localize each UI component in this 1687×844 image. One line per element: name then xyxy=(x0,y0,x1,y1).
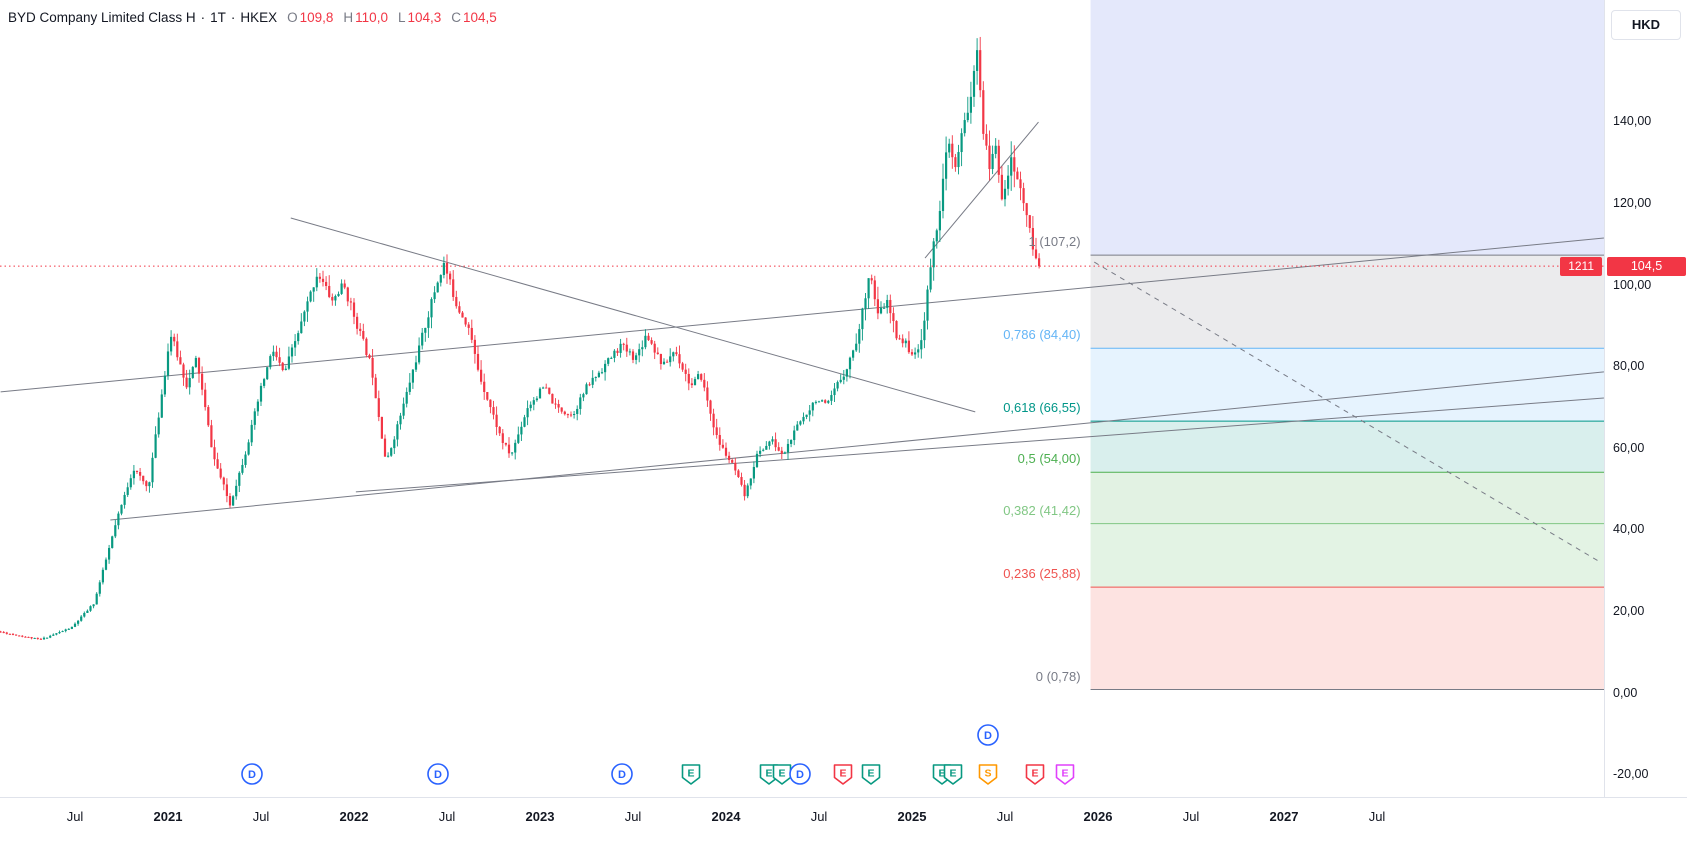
svg-text:D: D xyxy=(248,769,256,781)
high-label: H xyxy=(343,10,354,25)
price-axis-label: 80,00 xyxy=(1613,359,1645,374)
time-axis[interactable]: Jul 2021 Jul 2022 Jul 2023 Jul 2024 Jul 2025 Jul 20… xyxy=(0,797,1687,844)
fib-bands xyxy=(1090,0,1604,690)
fib-level-label: 0,5 (54,00) xyxy=(1017,451,1081,467)
low-label: L xyxy=(397,10,406,25)
symbol-name[interactable]: BYD Company Limited Class H xyxy=(8,10,196,25)
high-value: 110,0 xyxy=(355,10,388,25)
price-chart-pane[interactable]: BYD Company Limited Class H · 1T · HKEX O 109,… xyxy=(0,0,1604,797)
earnings-marker-icon[interactable]: E xyxy=(859,762,883,786)
time-axis-label: 2022 xyxy=(339,809,369,824)
time-axis-label: Jul xyxy=(66,809,84,824)
earnings-neg-marker-icon[interactable]: E xyxy=(831,762,855,786)
price-axis[interactable]: HKD 104,5 140,00 120,00 100,00 80,00 60,00 40… xyxy=(1604,0,1687,797)
svg-text:E: E xyxy=(949,768,956,780)
fib-level-label: 1 (107,2) xyxy=(1028,234,1081,250)
time-axis-label: 2023 xyxy=(525,809,555,824)
trendlines xyxy=(0,121,1604,563)
dividend-marker-icon[interactable]: D xyxy=(976,723,1000,747)
ohlc-values: O 109,8 H 110,0 L 104,3 C 104,5 xyxy=(277,10,497,25)
low-value: 104,3 xyxy=(407,10,442,25)
exchange-name[interactable]: HKEX xyxy=(240,10,278,25)
time-axis-label: Jul xyxy=(1368,809,1386,824)
time-axis-label: 2026 xyxy=(1083,809,1113,824)
legend-separator: · xyxy=(200,10,206,25)
last-price-badge: 104,5 xyxy=(1607,256,1686,276)
earnings-marker-icon[interactable]: E xyxy=(770,762,794,786)
earnings-marker-icon[interactable]: E xyxy=(679,762,703,786)
time-axis-label: Jul xyxy=(624,809,642,824)
symbol-legend: BYD Company Limited Class H · 1T · HKEX O 109,… xyxy=(8,10,497,25)
close-value: 104,5 xyxy=(463,10,497,25)
time-axis-label: 2021 xyxy=(153,809,183,824)
svg-text:E: E xyxy=(868,768,875,780)
svg-text:S: S xyxy=(985,768,992,780)
price-axis-label: 100,00 xyxy=(1613,277,1652,292)
svg-text:E: E xyxy=(687,768,694,780)
svg-text:E: E xyxy=(765,768,772,780)
svg-text:E: E xyxy=(938,768,945,780)
earnings-est-marker-icon[interactable]: E xyxy=(1053,762,1077,786)
fib-level-label: 0,786 (84,40) xyxy=(1003,327,1081,343)
svg-text:E: E xyxy=(778,768,785,780)
fib-level-label: 0,236 (25,88) xyxy=(1003,566,1081,582)
price-axis-label: 120,00 xyxy=(1613,195,1652,210)
svg-text:D: D xyxy=(984,730,992,742)
svg-text:E: E xyxy=(840,768,847,780)
fib-level-label: 0,382 (41,42) xyxy=(1003,502,1081,518)
svg-text:E: E xyxy=(1061,768,1068,780)
open-value: 109,8 xyxy=(299,10,334,25)
time-axis-label: 2025 xyxy=(897,809,927,824)
fib-level-label: 0,618 (66,55) xyxy=(1003,400,1081,416)
price-axis-label: 40,00 xyxy=(1613,522,1645,537)
fib-level-label: 0 (0,78) xyxy=(1035,668,1081,684)
svg-text:D: D xyxy=(796,769,804,781)
dividend-marker-icon[interactable]: D xyxy=(788,762,812,786)
time-axis-label: 2027 xyxy=(1269,809,1299,824)
dividend-marker-icon[interactable]: D xyxy=(240,762,264,786)
earnings-neg-marker-icon[interactable]: E xyxy=(1023,762,1047,786)
candlestick-series xyxy=(0,36,1041,640)
fib-level-lines xyxy=(1090,254,1604,691)
close-label: C xyxy=(451,10,462,25)
price-axis-label: 140,00 xyxy=(1613,114,1652,129)
price-axis-label: -20,00 xyxy=(1613,767,1649,782)
earnings-marker-icon[interactable]: E xyxy=(941,762,965,786)
time-axis-label: Jul xyxy=(438,809,456,824)
price-axis-label: 0,00 xyxy=(1613,685,1638,700)
time-axis-label: 2024 xyxy=(711,809,741,824)
currency-button[interactable]: HKD xyxy=(1611,10,1681,40)
timeframe-value[interactable]: 1T xyxy=(210,10,226,25)
time-axis-label: Jul xyxy=(996,809,1014,824)
chart-canvas[interactable] xyxy=(0,0,1604,797)
legend-separator: · xyxy=(230,10,236,25)
svg-text:D: D xyxy=(618,769,626,781)
dividend-marker-icon[interactable]: D xyxy=(426,762,450,786)
time-axis-label: Jul xyxy=(252,809,270,824)
split-marker-icon[interactable]: S xyxy=(976,762,1000,786)
svg-text:E: E xyxy=(1031,768,1038,780)
dividend-marker-icon[interactable]: D xyxy=(610,762,634,786)
price-axis-label: 20,00 xyxy=(1613,604,1645,619)
svg-text:D: D xyxy=(434,769,442,781)
time-axis-label: Jul xyxy=(810,809,828,824)
open-label: O xyxy=(287,10,298,25)
time-axis-label: Jul xyxy=(1182,809,1200,824)
price-axis-label: 60,00 xyxy=(1613,440,1645,455)
bar-countdown-badge: 1211 xyxy=(1560,256,1602,276)
